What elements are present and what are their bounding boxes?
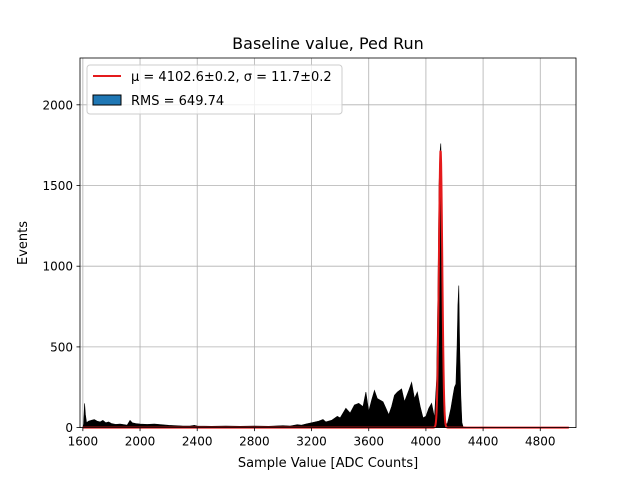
legend-rms-swatch bbox=[92, 94, 122, 106]
x-tick-label: 4000 bbox=[411, 435, 442, 449]
legend-rms-label: RMS = 649.74 bbox=[131, 94, 224, 109]
y-axis-label: Events bbox=[16, 221, 31, 265]
x-tick-label: 2000 bbox=[125, 435, 156, 449]
legend-fit-label: μ = 4102.6±0.2, σ = 11.7±0.2 bbox=[131, 70, 332, 85]
legend-box bbox=[86, 64, 343, 115]
histogram bbox=[82, 143, 569, 428]
x-axis-ticks: 1600 2000 2400 2800 3200 3600 4000 4400 4800 bbox=[68, 427, 556, 449]
x-tick-label: 2400 bbox=[182, 435, 213, 449]
legend: μ = 4102.6±0.2, σ = 11.7±0.2 RMS = 649.7… bbox=[86, 64, 343, 115]
x-axis-label: Sample Value [ADC Counts] bbox=[238, 456, 418, 471]
x-tick-label: 4800 bbox=[525, 435, 556, 449]
y-tick-label: 1500 bbox=[42, 179, 73, 193]
x-tick-label: 3600 bbox=[353, 435, 384, 449]
y-axis-ticks: 0 500 1000 1500 2000 bbox=[42, 98, 80, 435]
y-tick-label: 2000 bbox=[42, 98, 73, 112]
x-tick-label: 2800 bbox=[239, 435, 270, 449]
x-tick-label: 3200 bbox=[296, 435, 327, 449]
chart-title: Baseline value, Ped Run bbox=[232, 34, 424, 53]
plot-frame bbox=[79, 57, 577, 429]
y-tick-label: 500 bbox=[50, 340, 73, 354]
y-tick-label: 1000 bbox=[42, 260, 73, 274]
histogram-bars bbox=[82, 143, 569, 428]
x-tick-label: 4400 bbox=[468, 435, 499, 449]
x-tick-label: 1600 bbox=[68, 435, 99, 449]
y-tick-label: 0 bbox=[65, 421, 73, 435]
